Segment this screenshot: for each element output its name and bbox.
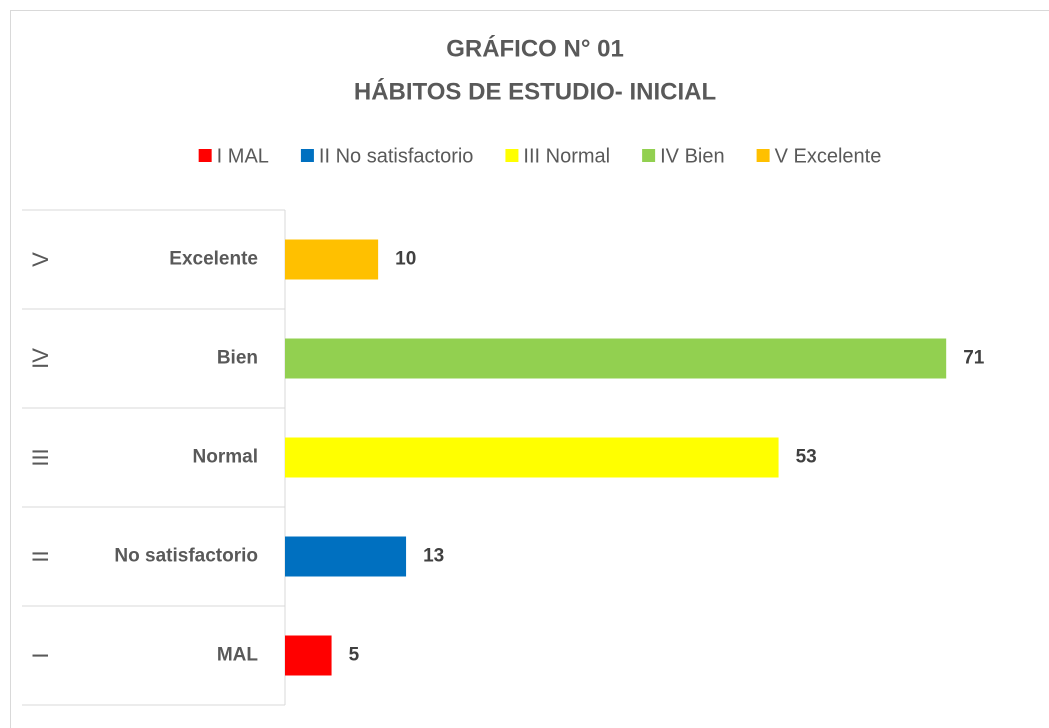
chart-title: GRÁFICO N° 01	[446, 34, 624, 62]
legend-swatch	[198, 149, 212, 162]
legend-label: II No satisfactorio	[319, 145, 474, 167]
bar	[285, 536, 407, 577]
y-tick-label: Excelente	[169, 249, 258, 270]
group-label: IV	[28, 348, 53, 369]
group-label: V	[28, 252, 53, 267]
chart-subtitle: HÁBITOS DE ESTUDIO- INICIAL	[354, 77, 716, 105]
legend-label: V Excelente	[775, 145, 882, 167]
bar	[285, 635, 332, 676]
data-label: 71	[963, 348, 985, 369]
legend-swatch	[505, 149, 519, 162]
legend-swatch	[642, 149, 656, 162]
group-label: III	[28, 448, 53, 466]
y-tick-label: MAL	[217, 645, 259, 666]
bar	[285, 338, 947, 379]
legend-label: III Normal	[523, 145, 610, 167]
y-tick-label: Normal	[193, 447, 258, 468]
legend-swatch	[756, 149, 770, 162]
bar	[285, 239, 379, 280]
y-tick-label: No satisfactorio	[114, 546, 258, 567]
y-tick-label: Bien	[217, 348, 258, 369]
data-label: 10	[395, 249, 416, 270]
data-label: 5	[349, 645, 360, 666]
group-label: I	[28, 652, 53, 658]
legend-swatch	[300, 149, 314, 162]
legend: I MAL II No satisfactorio III Normal IV Bie…	[198, 145, 882, 167]
legend-label: IV Bien	[660, 145, 724, 167]
data-label: 13	[423, 546, 444, 567]
bar	[285, 437, 779, 478]
group-label: II	[28, 550, 53, 562]
data-label: 53	[796, 447, 817, 468]
legend-label: I MAL	[217, 145, 269, 167]
